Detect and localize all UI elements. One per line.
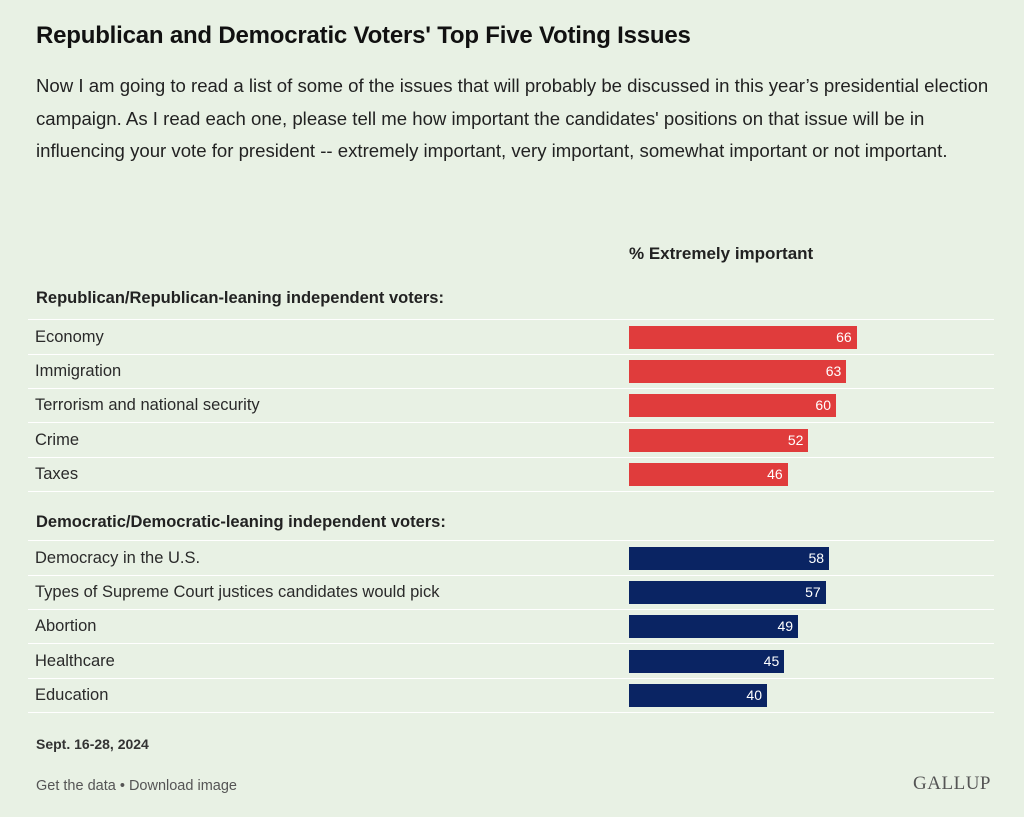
bar: 52 (629, 428, 809, 452)
category-label: Abortion (35, 617, 97, 636)
category-label: Economy (35, 328, 104, 346)
chart-row: Taxes 46 (28, 457, 994, 493)
chart-row: Democracy in the U.S. 58 (28, 540, 994, 576)
chart-row: Terrorism and national security 60 (28, 388, 994, 424)
category-label: Healthcare (35, 651, 115, 670)
chart-row: Types of Supreme Court justices candidat… (28, 575, 994, 610)
bar-value-label: 40 (746, 687, 762, 704)
bar: 49 (629, 615, 799, 639)
bar: 46 (629, 463, 788, 487)
bar-value-label: 49 (777, 618, 794, 635)
bar-value-label: 52 (787, 431, 804, 448)
bar-value-label: 66 (836, 329, 852, 345)
chart-subtitle: Now I am going to read a list of some of… (36, 75, 989, 161)
category-label: Taxes (35, 465, 79, 484)
category-label: Crime (35, 430, 79, 449)
bar: 58 (629, 547, 830, 570)
chart-row: Abortion 49 (28, 609, 994, 645)
bar: 45 (629, 649, 785, 673)
bar-value-label: 45 (763, 652, 780, 669)
gallup-logo: GALLUP (913, 773, 991, 794)
category-label: Education (35, 686, 109, 705)
chart-row: Immigration 63 (28, 354, 994, 389)
group-heading: Republican/Republican-leaning independen… (36, 289, 444, 307)
bar-value-label: 46 (767, 466, 783, 483)
chart-row: Economy 66 (28, 319, 994, 355)
bar: 60 (629, 394, 836, 418)
bar-value-label: 57 (805, 583, 821, 600)
value-column-header: % Extremely important (629, 244, 814, 263)
bar: 66 (629, 326, 857, 349)
survey-date: Sept. 16-28, 2024 (36, 736, 149, 752)
chart-title: Republican and Democratic Voters' Top Fi… (36, 22, 691, 49)
footer-links: Get the data • Download image (36, 778, 237, 794)
bar: 40 (629, 684, 767, 708)
bar: 57 (629, 580, 826, 604)
bar-value-label: 58 (808, 550, 825, 566)
category-label: Terrorism and national security (35, 396, 260, 415)
bar-value-label: 60 (815, 397, 831, 414)
category-label: Types of Supreme Court justices candidat… (35, 582, 440, 601)
group-heading: Democratic/Democratic-leaning independen… (36, 513, 446, 531)
category-label: Democracy in the U.S. (35, 549, 201, 567)
chart-row: Crime 52 (28, 423, 994, 458)
bar-value-label: 63 (825, 362, 842, 379)
download-image-link[interactable]: Download image (128, 778, 237, 794)
chart-row: Healthcare 45 (28, 644, 994, 679)
chart-row: Education 40 (28, 678, 994, 714)
category-label: Immigration (35, 361, 122, 380)
footer-separator: • (119, 778, 125, 794)
get-data-link[interactable]: Get the data (36, 778, 116, 794)
bar: 63 (629, 359, 847, 383)
